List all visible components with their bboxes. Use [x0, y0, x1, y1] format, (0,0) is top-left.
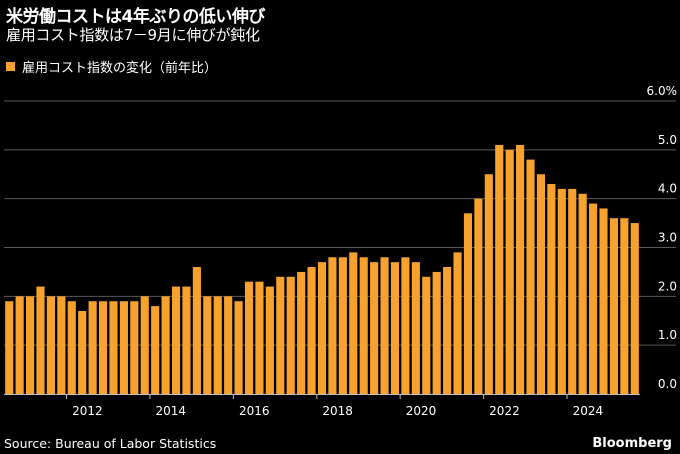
bar: [516, 144, 525, 394]
bar: [213, 296, 222, 394]
bar: [401, 257, 410, 394]
bar: [599, 208, 608, 394]
x-tick-label: 2020: [406, 404, 437, 418]
legend-swatch: [6, 62, 15, 71]
bar: [15, 296, 24, 394]
y-tick-label: 6.0%: [647, 84, 678, 98]
x-tick-label: 2018: [322, 404, 353, 418]
source-note: Source: Bureau of Labor Statistics: [4, 436, 217, 451]
bar: [78, 310, 87, 394]
axes: 0.0 1.0 2.0 3.0 4.0 5.0 6.0% 2012 2014 2016 2018 20…: [4, 84, 677, 418]
bar: [234, 301, 243, 394]
y-tick-label: 2.0: [658, 279, 677, 293]
bar: [557, 188, 566, 394]
bar: [88, 301, 97, 394]
bar: [36, 286, 45, 394]
bar: [411, 262, 420, 394]
bar: [380, 257, 389, 394]
x-tick-label: 2016: [239, 404, 270, 418]
bar: [578, 193, 587, 394]
bar: [359, 257, 368, 394]
bar: [390, 262, 400, 394]
legend-label: 雇用コスト指数の変化（前年比）: [22, 61, 218, 76]
bar: [182, 286, 191, 394]
x-tick-label: 2024: [573, 404, 604, 418]
bar: [338, 257, 347, 394]
bar: [98, 301, 108, 394]
bar: [609, 218, 618, 394]
bar: [244, 281, 254, 394]
bar: [109, 301, 118, 394]
y-tick-label: 0.0: [658, 377, 677, 391]
bar: [443, 267, 452, 394]
bar: [484, 174, 493, 394]
bar: [526, 159, 535, 394]
bar: [453, 252, 462, 394]
bar: [568, 188, 577, 394]
bars: [5, 144, 639, 394]
bar: [297, 271, 306, 394]
bar: [317, 262, 327, 394]
bar: [536, 174, 546, 394]
bar: [46, 296, 55, 394]
bar: [265, 286, 274, 394]
bar: [119, 301, 128, 394]
bar: [474, 198, 483, 394]
bar: [151, 306, 160, 394]
y-tick-label: 5.0: [658, 133, 677, 147]
bar: [307, 267, 316, 394]
bar: [276, 276, 285, 394]
y-tick-label: 4.0: [658, 182, 677, 196]
bar: [620, 218, 629, 394]
bar: [463, 213, 473, 394]
bar: [130, 301, 139, 394]
bar: [5, 301, 14, 394]
bar: [67, 301, 76, 394]
bloomberg-logo: Bloomberg: [592, 436, 672, 451]
bar: [224, 296, 233, 394]
bar: [630, 223, 639, 394]
y-tick-label: 3.0: [658, 231, 677, 245]
bar: [192, 267, 201, 394]
bar: [505, 149, 514, 394]
bar: [495, 144, 504, 394]
bar: [547, 184, 556, 394]
y-tick-label: 1.0: [658, 328, 677, 342]
legend: 雇用コスト指数の変化（前年比）: [6, 57, 217, 76]
x-tick-label: 2022: [489, 404, 520, 418]
x-tick-label: 2014: [156, 404, 187, 418]
x-tick-label: 2012: [72, 404, 103, 418]
bar: [140, 296, 149, 394]
bar: [370, 262, 379, 394]
bar: [432, 271, 441, 394]
chart-subtitle: 雇用コスト指数は7－9月に伸びが鈍化: [6, 26, 260, 44]
bar: [171, 286, 181, 394]
bar: [328, 257, 337, 394]
bar: [286, 276, 295, 394]
bar: [255, 281, 264, 394]
bar: [349, 252, 358, 394]
bar: [203, 296, 212, 394]
bar: [26, 296, 35, 394]
bar: [422, 276, 431, 394]
chart-title: 米労働コストは4年ぶりの低い伸び: [6, 7, 265, 27]
bar: [161, 296, 170, 394]
bar: [589, 203, 598, 394]
bar: [57, 296, 66, 394]
